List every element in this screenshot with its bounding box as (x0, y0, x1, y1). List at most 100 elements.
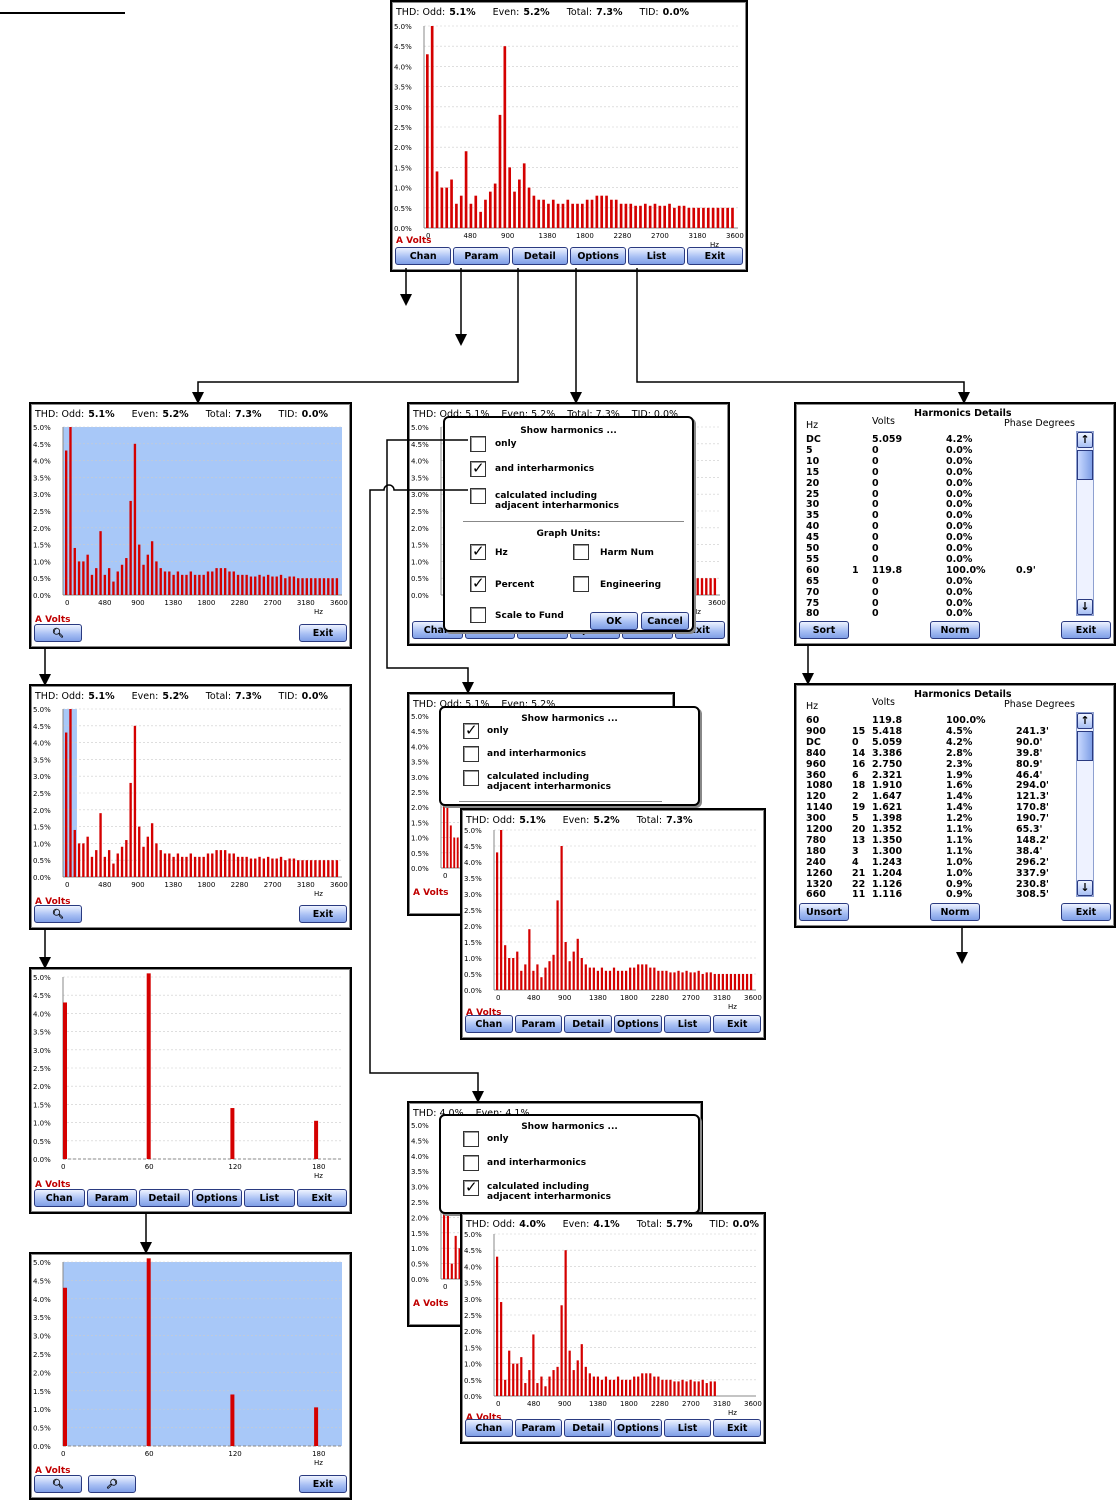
calculated-checkbox[interactable] (463, 1178, 479, 1196)
exit-button[interactable]: Exit (713, 1419, 762, 1437)
scroll-thumb[interactable] (1077, 731, 1093, 761)
detail-button[interactable]: Detail (139, 1189, 190, 1207)
x-tick-label: 1380 (589, 994, 607, 1002)
harm-num-checkbox[interactable] (573, 544, 589, 560)
cancel-button[interactable]: Cancel (641, 612, 689, 630)
table-cell: 1.0% (946, 867, 973, 879)
zoom-in-button[interactable]: 🔍︎ (34, 1475, 82, 1493)
list-button[interactable]: List (663, 1015, 712, 1033)
interharmonics-checkbox[interactable] (463, 746, 479, 762)
detail-button[interactable]: Detail (564, 1015, 613, 1033)
table-cell: 80 (806, 608, 820, 620)
exit-button[interactable]: Exit (1061, 903, 1111, 921)
bar (163, 853, 167, 877)
chan-button[interactable]: Chan (34, 1189, 85, 1207)
bar (576, 1360, 579, 1396)
list-button[interactable]: List (628, 247, 685, 265)
detail-button[interactable]: Detail (511, 247, 568, 265)
options-button[interactable]: Options (614, 1419, 662, 1437)
percent-checkbox[interactable] (470, 574, 486, 592)
x-tick-label: 900 (501, 232, 514, 240)
scroll-up-button[interactable]: ↑ (1077, 713, 1093, 729)
list-button[interactable]: List (663, 1419, 712, 1437)
scrollbar[interactable]: ↑ ↓ (1076, 712, 1094, 897)
y-tick-label: 3.5% (33, 474, 51, 482)
interharmonics-checkbox[interactable] (470, 459, 486, 477)
exit-button[interactable]: Exit (299, 1475, 347, 1493)
only-checkbox[interactable] (463, 721, 479, 739)
calculated-checkbox[interactable] (463, 770, 479, 786)
exit-button[interactable]: Exit (299, 624, 347, 642)
table-cell: 90.0' (1016, 736, 1043, 748)
zoom-out-button[interactable]: 🔎︎ (88, 1475, 136, 1493)
table-cell: 20 (852, 824, 866, 835)
scale-to-fund-checkbox[interactable] (470, 607, 486, 623)
options-button[interactable]: Options (614, 1015, 662, 1033)
bar (637, 1376, 640, 1396)
scroll-down-button[interactable]: ↓ (1077, 599, 1093, 615)
param-button[interactable]: Param (453, 247, 510, 265)
bar (116, 853, 119, 877)
list-button[interactable]: List (244, 1189, 295, 1207)
unsort-button[interactable]: Unsort (799, 903, 849, 921)
bar (99, 813, 102, 877)
bar (271, 576, 274, 595)
exit-button[interactable]: Exit (299, 905, 347, 923)
table-cell: 3.386 (872, 747, 903, 759)
interharmonics-checkbox[interactable] (463, 1155, 479, 1171)
bar (142, 564, 145, 595)
zoom-in-button[interactable]: 🔍︎ (34, 905, 82, 923)
bar (697, 207, 700, 228)
table-cell: 780 (806, 834, 826, 846)
y-tick-label: 3.0% (464, 1296, 482, 1304)
param-button[interactable]: Param (514, 1419, 563, 1437)
scrollbar[interactable]: ↑ ↓ (1076, 431, 1094, 616)
scroll-up-button[interactable]: ↑ (1077, 432, 1093, 448)
y-tick-label: 1.0% (411, 1245, 429, 1253)
norm-button[interactable]: Norm (930, 903, 980, 921)
chan-button[interactable]: Chan (465, 1419, 513, 1437)
x-tick-label: 3180 (713, 1400, 731, 1408)
bar (228, 571, 231, 595)
exit-button[interactable]: Exit (686, 247, 743, 265)
chan-button[interactable]: Chan (465, 1015, 513, 1033)
options-button[interactable]: Options (191, 1189, 242, 1207)
sort-button[interactable]: Sort (799, 621, 849, 639)
bar (107, 568, 111, 595)
only-checkbox[interactable] (463, 1131, 479, 1147)
y-tick-label: 1.5% (411, 1230, 429, 1238)
table-cell: 119.8 (872, 564, 903, 576)
norm-button[interactable]: Norm (930, 621, 980, 639)
only-checkbox[interactable] (470, 436, 486, 452)
zoom-in-button[interactable]: 🔍︎ (34, 624, 82, 642)
bar (86, 836, 89, 877)
exit-button[interactable]: Exit (296, 1189, 347, 1207)
scroll-thumb[interactable] (1077, 450, 1093, 480)
ok-button[interactable]: OK (590, 612, 638, 630)
x-tick-label: 180 (312, 1163, 325, 1171)
engineering-checkbox[interactable] (573, 576, 589, 592)
bar (456, 837, 459, 868)
param-button[interactable]: Param (514, 1015, 563, 1033)
bar (159, 568, 162, 595)
param-button[interactable]: Param (86, 1189, 137, 1207)
x-tick-label: 2700 (682, 994, 700, 1002)
hz-checkbox[interactable] (470, 542, 486, 560)
detail-button[interactable]: Detail (564, 1419, 613, 1437)
scroll-down-button[interactable]: ↓ (1077, 880, 1093, 896)
exit-button[interactable]: Exit (1061, 621, 1111, 639)
exit-button[interactable]: Exit (713, 1015, 762, 1033)
bar (713, 1381, 716, 1396)
thd-header: THD: Odd: 5.1% Even: 5.2% Total: 7.3% TID: 0… (396, 7, 689, 18)
options-button[interactable]: Options (569, 247, 627, 265)
table-cell: 2 (852, 791, 859, 803)
bar (292, 576, 296, 595)
bar (576, 203, 579, 228)
bar (673, 972, 676, 990)
table-cell: 0 (852, 736, 859, 748)
calculated-checkbox[interactable] (470, 488, 486, 504)
chan-button[interactable]: Chan (395, 247, 452, 265)
table-cell: 0.0% (946, 597, 973, 609)
table-cell: 0.9% (946, 878, 973, 890)
bar (508, 1350, 511, 1396)
